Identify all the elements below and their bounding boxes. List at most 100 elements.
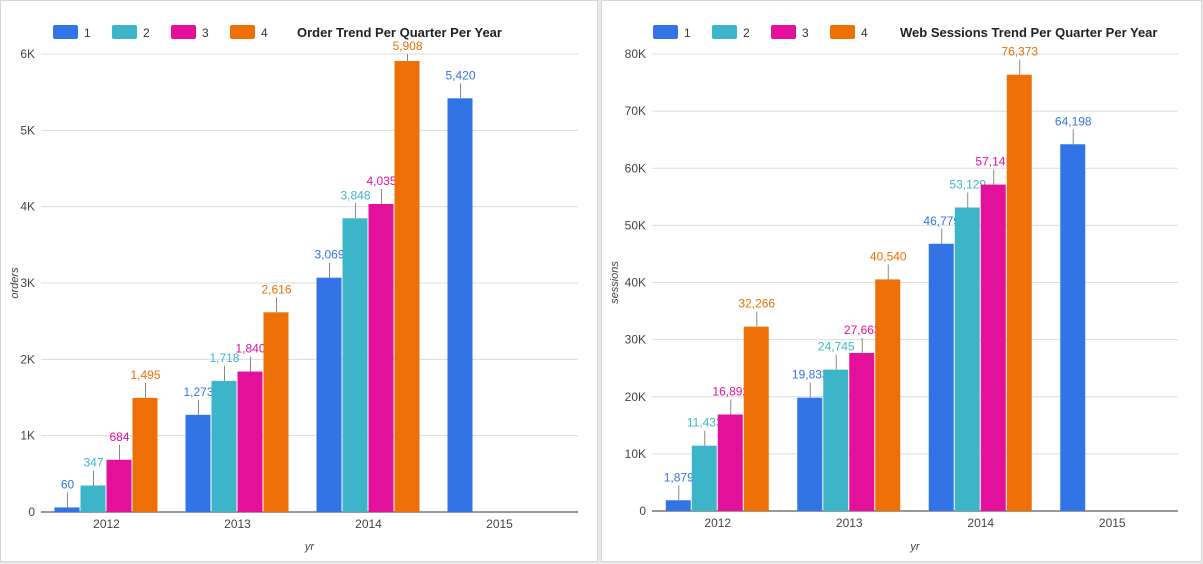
chart-title: Web Sessions Trend Per Quarter Per Year [900, 25, 1157, 40]
bar [132, 397, 158, 512]
x-tick-label: 2015 [486, 517, 513, 531]
legend-swatch [771, 25, 796, 39]
bar [928, 243, 954, 511]
y-tick-label: 3K [20, 276, 35, 290]
bar [691, 445, 717, 511]
bar [1060, 144, 1086, 511]
bar [106, 459, 132, 512]
x-tick-label: 2013 [836, 516, 863, 530]
legend-label: 1 [684, 26, 691, 40]
bar [211, 380, 237, 512]
legend-label: 1 [84, 26, 91, 40]
bar [80, 485, 106, 512]
data-label: 27,663 [844, 323, 881, 337]
bar [743, 326, 769, 511]
legend-swatch [712, 25, 737, 39]
legend-swatch [653, 25, 678, 39]
data-label: 4,035 [366, 174, 396, 188]
bar [823, 369, 849, 511]
y-tick-label: 0 [639, 504, 646, 518]
bar [665, 500, 691, 511]
bar [797, 397, 823, 511]
data-label: 1,840 [235, 342, 265, 356]
legend-swatch [53, 25, 78, 39]
data-label: 2,616 [261, 282, 291, 296]
chart-title: Order Trend Per Quarter Per Year [297, 25, 502, 40]
data-label: 3,848 [340, 188, 370, 202]
sessions-chart: 0 10K 20K 30K 40K 50K 60K 70K 80K 2012 1,879 11,433… [609, 25, 1178, 553]
x-axis-title: yr [304, 541, 316, 553]
data-label: 64,198 [1055, 114, 1092, 128]
bar [849, 352, 875, 511]
x-tick-label: 2012 [93, 517, 120, 531]
y-tick-label: 6K [20, 47, 35, 61]
data-label: 684 [109, 430, 129, 444]
data-label: 1,879 [664, 470, 694, 484]
y-tick-label: 40K [625, 276, 646, 290]
legend-label: 2 [143, 26, 150, 40]
y-tick-label: 10K [625, 447, 646, 461]
data-label: 3,069 [314, 248, 344, 262]
data-label: 1,495 [130, 368, 160, 382]
y-axis-title: orders [9, 267, 21, 299]
bar [368, 203, 394, 512]
data-label: 19,833 [792, 368, 829, 382]
data-label: 16,892 [712, 385, 749, 399]
x-axis-title: yr [909, 541, 921, 553]
legend-swatch [171, 25, 196, 39]
y-tick-label: 50K [625, 218, 646, 232]
data-label: 60 [61, 477, 75, 491]
bar [54, 507, 80, 512]
y-tick-label: 4K [20, 200, 35, 214]
bar [185, 414, 211, 512]
bar [263, 312, 289, 512]
bar [875, 279, 901, 511]
y-tick-label: 80K [625, 47, 646, 61]
legend-label: 2 [743, 26, 750, 40]
data-label: 347 [83, 456, 103, 470]
data-label: 40,540 [870, 249, 907, 263]
x-tick-label: 2015 [1099, 516, 1126, 530]
y-tick-label: 20K [625, 390, 646, 404]
legend-label: 4 [861, 26, 868, 40]
orders-chart: 0 1K 2K 3K 4K 5K 6K 2012 60 347 684 1,495 2013 1,273 1… [9, 25, 578, 553]
data-label: 5,908 [392, 39, 422, 53]
y-tick-label: 1K [20, 429, 35, 443]
y-tick-label: 5K [20, 123, 35, 137]
bar [954, 207, 980, 511]
bar [1006, 74, 1032, 511]
legend-swatch [830, 25, 855, 39]
y-axis-title: sessions [609, 261, 621, 304]
data-label: 76,373 [1001, 45, 1038, 59]
x-tick-label: 2013 [224, 517, 251, 531]
bar [447, 98, 473, 513]
y-tick-label: 2K [20, 352, 35, 366]
data-label: 32,266 [738, 297, 775, 311]
bar [394, 61, 420, 512]
data-label: 57,141 [975, 155, 1012, 169]
data-label: 24,745 [818, 340, 855, 354]
data-label: 53,129 [949, 178, 986, 192]
x-tick-label: 2014 [355, 517, 382, 531]
bar [717, 414, 743, 511]
legend-label: 3 [802, 26, 809, 40]
y-tick-label: 0 [28, 505, 35, 519]
y-tick-label: 70K [625, 104, 646, 118]
orders-chart-panel: 0 1K 2K 3K 4K 5K 6K 2012 60 347 684 1,495 2013 1,273 1… [0, 0, 598, 562]
y-tick-label: 30K [625, 333, 646, 347]
x-tick-label: 2014 [967, 516, 994, 530]
legend-swatch [230, 25, 255, 39]
legend-swatch [112, 25, 137, 39]
data-label: 1,273 [183, 385, 213, 399]
legend-label: 4 [261, 26, 268, 40]
bar [342, 218, 368, 512]
data-label: 46,779 [923, 214, 960, 228]
bar [316, 277, 342, 512]
bar [237, 371, 263, 512]
sessions-chart-panel: 0 10K 20K 30K 40K 50K 60K 70K 80K 2012 1,879 11,433… [601, 0, 1202, 562]
data-label: 5,420 [445, 68, 475, 82]
x-tick-label: 2012 [704, 516, 731, 530]
y-tick-label: 60K [625, 161, 646, 175]
data-label: 11,433 [687, 416, 723, 430]
legend-label: 3 [202, 26, 209, 40]
